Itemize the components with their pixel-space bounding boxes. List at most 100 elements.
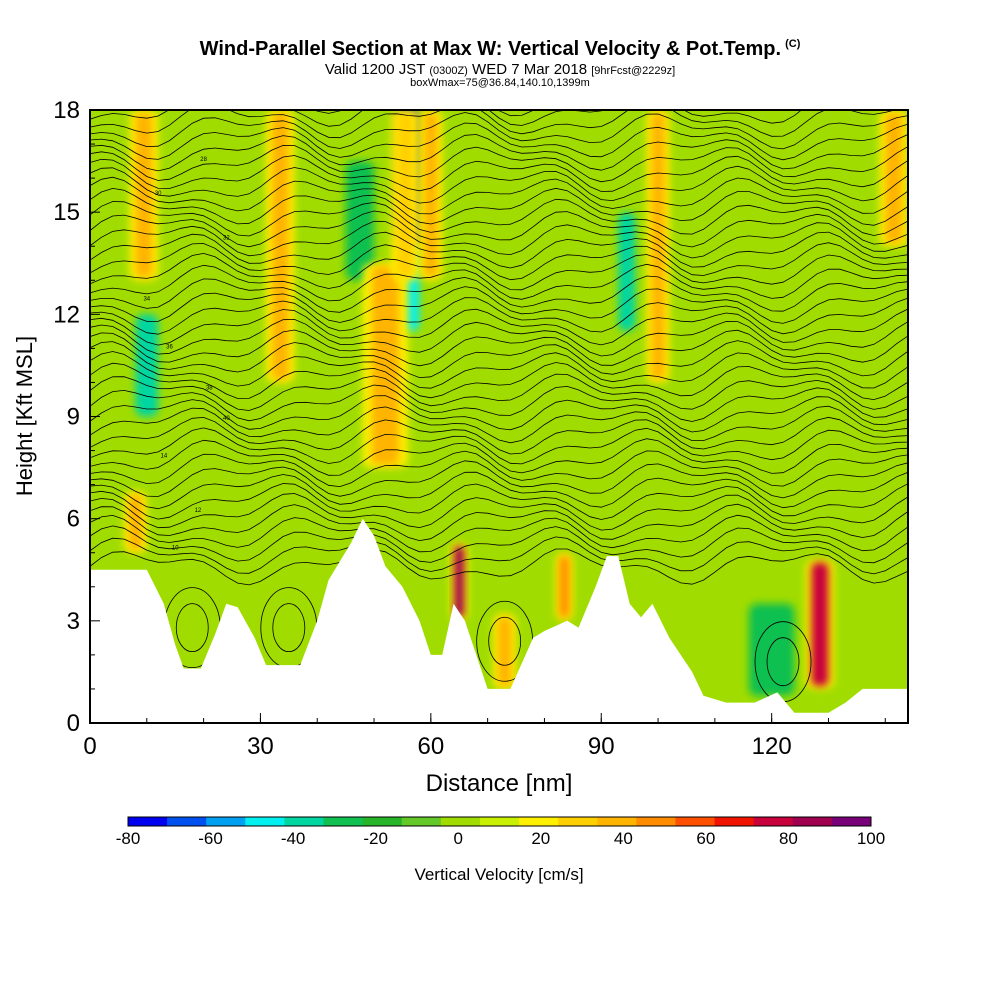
- box-info: boxWmax=75@36.84,140.10,1399m: [410, 77, 590, 89]
- colorbar-swatch: [519, 817, 559, 826]
- isentrope-line: [90, 220, 908, 259]
- potential-temperature-contours: 28 30 32 34 36 38 40 14 12 10: [90, 110, 908, 703]
- colorbar-tick-label: 80: [779, 829, 798, 848]
- colorbar-swatch: [831, 817, 872, 826]
- downdraft-band: [748, 603, 795, 696]
- isentrope-line: [90, 536, 908, 575]
- isentrope-line: [90, 252, 908, 291]
- isentrope-line: [90, 110, 803, 127]
- valid-date: WED 7 Mar 2018: [472, 61, 588, 78]
- x-tick-label: 120: [752, 733, 792, 760]
- y-tick-label: 0: [67, 710, 80, 737]
- isentrope-line: [90, 427, 908, 465]
- colorbar-swatch: [362, 817, 403, 826]
- isentrope-label: 28: [200, 157, 207, 163]
- y-tick-label: 15: [53, 199, 80, 226]
- isentrope-line: [90, 155, 908, 192]
- colorbar-tick-label: 60: [696, 829, 715, 848]
- updraft-core: [811, 562, 829, 686]
- colorbar-swatch: [792, 817, 833, 826]
- isentrope-line: [90, 308, 908, 346]
- colorbar-tick-label: -60: [198, 829, 223, 848]
- isentrope-line: [90, 187, 908, 226]
- chart-subtitle: Valid 1200 JST (0300Z) WED 7 Mar 2018 [9…: [0, 61, 1000, 78]
- isentrope-label: 30: [155, 191, 162, 197]
- colorbar-swatch: [323, 817, 364, 826]
- colorbar-tick-label: -80: [116, 829, 141, 848]
- isentrope-line: [90, 231, 908, 269]
- isentrope-line: [90, 242, 908, 281]
- colorbar-swatch: [401, 817, 442, 826]
- colorbar-swatch: [167, 817, 207, 826]
- colorbar-swatch: [675, 817, 716, 826]
- isentrope-line: [90, 176, 908, 215]
- x-tick-label: 60: [417, 733, 444, 760]
- colorbar-swatch: [440, 817, 481, 826]
- updraft-core: [559, 555, 570, 618]
- colorbar-swatch: [245, 817, 285, 826]
- colorbar-swatch: [714, 817, 755, 826]
- isentrope-line: [90, 297, 908, 335]
- chart-title: Wind-Parallel Section at Max W: Vertical…: [0, 38, 1000, 61]
- isentrope-line: [90, 471, 908, 510]
- vertical-velocity-field: [90, 110, 908, 723]
- isentrope-line: [90, 275, 908, 313]
- isentrope-closed: [272, 603, 306, 653]
- y-tick-label: 6: [67, 506, 80, 533]
- colorbar-tick-label: 20: [531, 829, 550, 848]
- isentrope-line: [90, 525, 908, 564]
- colorbar-swatch: [597, 817, 637, 826]
- isentrope-line: [90, 503, 908, 542]
- updraft-core: [885, 113, 903, 244]
- updraft-core: [497, 617, 512, 686]
- isentrope-line: [90, 286, 908, 324]
- updraft-core: [651, 113, 665, 380]
- isentrope-line: [90, 483, 908, 520]
- isentrope-line: [90, 362, 908, 401]
- isentrope-label: 32: [223, 235, 230, 241]
- isentrope-label: 34: [143, 297, 150, 303]
- y-tick-label: 9: [67, 404, 80, 431]
- updraft-core: [454, 545, 465, 618]
- isentrope-line: [90, 112, 908, 150]
- colorbar-swatch: [636, 817, 676, 826]
- updraft-core: [396, 113, 414, 278]
- y-axis-label: Height [Kft MSL]: [12, 336, 37, 496]
- colorbar-swatch: [558, 817, 598, 826]
- isentrope-closed: [175, 603, 209, 653]
- downdraft-band: [135, 314, 159, 417]
- isentrope-line: [90, 351, 908, 389]
- valid-time: Valid 1200 JST: [324, 61, 426, 78]
- isentrope-line: [90, 395, 908, 433]
- isentrope-line: [90, 460, 908, 499]
- isentrope-line: [90, 210, 908, 248]
- x-tick-label: 30: [247, 733, 274, 760]
- colorbar-frame: [127, 816, 872, 827]
- isentrope-label: 12: [195, 508, 202, 514]
- x-tick-label: 0: [83, 733, 96, 760]
- downdraft-band: [618, 212, 636, 332]
- isentrope-line: [90, 340, 908, 379]
- y-tick-label: 18: [53, 97, 80, 124]
- chart-title-text: Wind-Parallel Section at Max W: Vertical…: [199, 38, 782, 60]
- copyright-mark: (C): [785, 38, 801, 50]
- isentrope-line: [90, 416, 908, 455]
- isentrope-line: [90, 318, 908, 357]
- terrain-mask: [90, 518, 908, 723]
- isentrope-line: [90, 514, 908, 553]
- colorbar: -80 -60 -40 -20 0 20 40 60 80 100: [116, 816, 885, 848]
- isentrope-line: [90, 134, 908, 172]
- isentrope-label: 38: [206, 385, 213, 391]
- isentrope-line: [90, 405, 908, 444]
- isentrope-line: [90, 438, 908, 476]
- isentrope-line: [90, 450, 908, 488]
- updraft-core: [128, 494, 143, 550]
- isentrope-line: [90, 548, 908, 586]
- y-tick-label: 12: [53, 301, 80, 328]
- isentrope-line: [90, 384, 908, 422]
- isentrope-label: 14: [161, 453, 168, 459]
- colorbar-tick-label: -40: [281, 829, 306, 848]
- colorbar-swatch: [479, 817, 520, 826]
